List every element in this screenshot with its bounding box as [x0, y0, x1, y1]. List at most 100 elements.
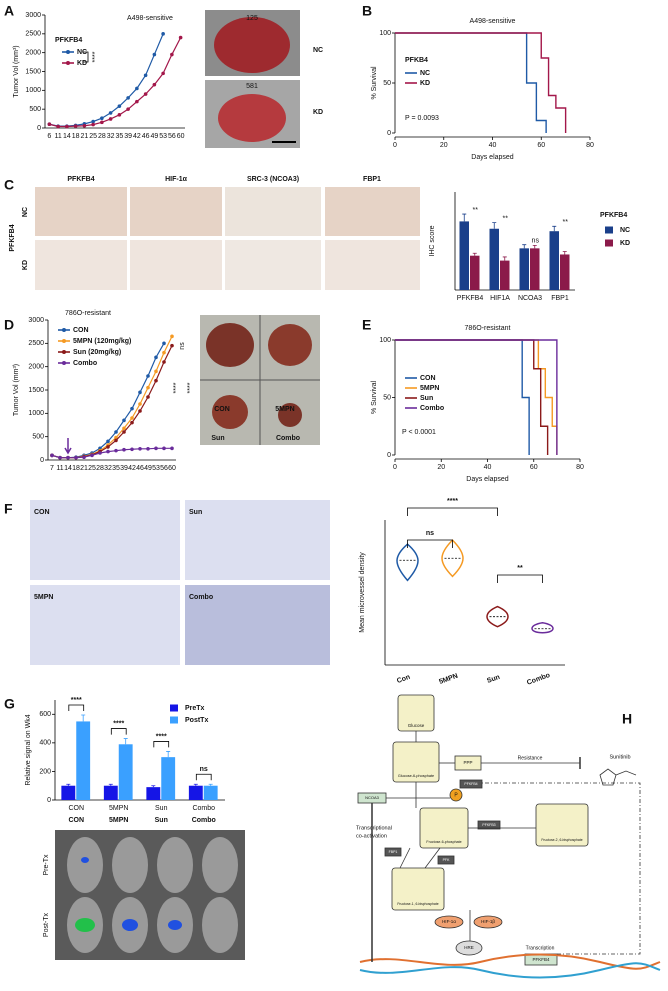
legend-label: NC — [420, 70, 430, 77]
point — [130, 420, 134, 425]
y-axis-label: IHC score — [429, 225, 436, 256]
x-tick-label: 25 — [89, 133, 97, 140]
point — [143, 92, 148, 96]
x-tick-label: 32 — [107, 133, 115, 140]
point — [82, 455, 86, 460]
point — [154, 446, 158, 451]
x-tick-label: 56 — [160, 465, 168, 472]
panel-letter: A — [4, 3, 14, 19]
y-tick-label: 0 — [47, 797, 51, 804]
x-tick-label: Combo — [526, 672, 551, 687]
ihc — [225, 240, 321, 290]
error-bar — [123, 738, 128, 745]
violin — [486, 605, 509, 628]
bar — [519, 248, 529, 290]
x-tick-label: 20 — [440, 142, 448, 149]
mouse — [112, 837, 148, 893]
survival-curve — [395, 339, 558, 455]
y-tick-label: 3000 — [25, 12, 41, 19]
point — [146, 374, 150, 378]
node-label: Glucose — [408, 723, 425, 728]
x-tick-label: HIF1A — [490, 295, 510, 302]
tumor — [218, 94, 286, 142]
point — [126, 107, 130, 111]
node-label: co-activation — [356, 833, 387, 839]
x-tick-label: 14 — [63, 133, 71, 140]
bar — [459, 221, 469, 290]
y-tick-label: 400 — [39, 740, 51, 747]
annotation: **** — [71, 697, 82, 704]
bar — [146, 787, 161, 800]
x-tick-label: Sun — [486, 674, 501, 685]
x-tick-label: 7 — [50, 465, 54, 472]
y-tick-label: 1000 — [25, 87, 41, 94]
legend-label: PostTx — [185, 717, 208, 724]
signal — [122, 919, 138, 931]
panel-letter: D — [4, 317, 14, 333]
point — [138, 390, 142, 395]
subtitle: 786O-resistant — [65, 310, 111, 317]
point — [117, 113, 122, 117]
bracket — [68, 704, 85, 711]
error-bar — [151, 785, 156, 788]
point — [90, 453, 94, 458]
image-row-title: PFKFB4 — [9, 224, 16, 251]
x-tick-label: 46 — [142, 133, 150, 140]
x-tick-label: 60 — [168, 465, 176, 472]
panel-letter: B — [362, 3, 372, 19]
bar — [549, 231, 559, 290]
point — [162, 360, 166, 364]
legend-label: PreTx — [185, 705, 205, 712]
dna — [359, 953, 661, 970]
node-label: PPP — [463, 760, 472, 765]
bar — [470, 255, 480, 290]
annotation: **** — [113, 720, 124, 727]
bar — [500, 260, 510, 290]
tumor — [214, 17, 290, 73]
bracket — [195, 773, 212, 781]
x-tick-label: 0 — [393, 142, 397, 149]
series-line — [51, 447, 172, 459]
error-bar — [532, 245, 537, 249]
point — [100, 120, 104, 125]
legend-label: NC — [77, 49, 87, 56]
point — [135, 99, 139, 104]
x-tick-label: 53 — [159, 133, 167, 140]
legend-title: PFKB4 — [405, 57, 428, 64]
panel-letter: C — [4, 177, 14, 193]
x-tick-label: 53 — [152, 465, 160, 472]
image-row-label: Post-Tx — [43, 912, 50, 937]
node-label: Sunitinib — [609, 754, 630, 760]
legend-label: KD — [77, 60, 87, 67]
x-tick-label: 11 — [56, 465, 63, 472]
y-tick-label: 600 — [39, 711, 51, 718]
legend-swatch — [170, 704, 178, 712]
point — [91, 119, 95, 124]
point — [50, 453, 54, 458]
x-tick-label: 39 — [124, 133, 132, 140]
image-label: Sun — [211, 435, 224, 442]
point — [162, 350, 166, 355]
x-tick-label: 80 — [576, 464, 584, 471]
legend-title: PFKFB4 — [600, 212, 627, 219]
point — [82, 123, 87, 128]
bar — [76, 721, 91, 800]
bar — [203, 785, 218, 800]
x-tick-label: FBP1 — [551, 295, 569, 302]
point — [47, 122, 52, 127]
error-bar — [492, 222, 497, 229]
y-tick-label: 200 — [39, 768, 51, 775]
x-tick-label: 32 — [104, 465, 112, 472]
y-axis-label: % Survival — [371, 66, 378, 100]
panel-letter: G — [4, 696, 15, 712]
group-label: CON — [68, 817, 84, 824]
chart-title: A498-sensitive — [470, 18, 516, 25]
signal — [81, 857, 89, 863]
error-bar — [522, 244, 527, 249]
point — [108, 117, 113, 121]
x-tick-label: 6 — [47, 133, 51, 140]
legend-marker — [62, 339, 66, 343]
x-tick-label: 35 — [112, 465, 120, 472]
annotation: **** — [92, 51, 99, 62]
